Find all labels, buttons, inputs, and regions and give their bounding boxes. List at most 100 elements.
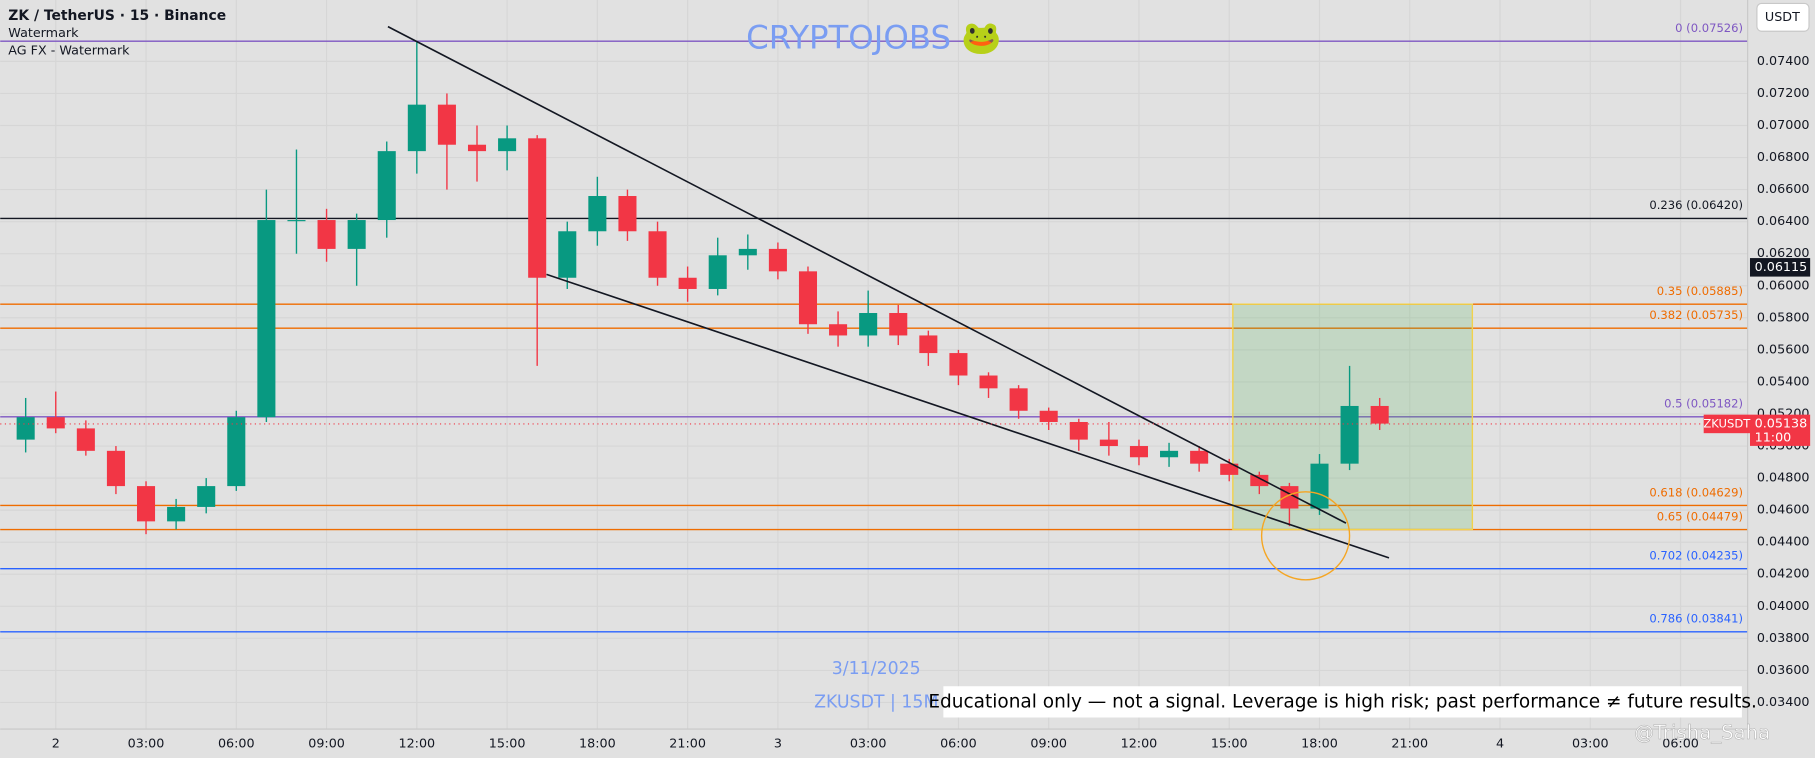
candle-body — [708, 255, 727, 289]
candle-body — [106, 450, 125, 487]
y-tick-label: 0.03800 — [1757, 630, 1810, 645]
candle-body — [618, 196, 637, 232]
candle-body — [167, 506, 186, 522]
y-tick-label: 0.05600 — [1757, 341, 1810, 356]
candle-body — [347, 220, 366, 249]
y-tick-label: 0.06600 — [1757, 181, 1810, 196]
x-tick-label: 15:00 — [489, 736, 526, 751]
x-tick-label: 06:00 — [218, 736, 255, 751]
x-tick-label: 03:00 — [850, 736, 887, 751]
currency-button[interactable] — [1756, 2, 1810, 32]
candle-body — [1069, 421, 1088, 440]
symbol-badge-label: ZKUSDT — [1703, 416, 1751, 430]
candle-body — [136, 486, 156, 522]
y-tick-label: 0.04200 — [1757, 566, 1810, 581]
currency-button-label[interactable]: USDT — [1765, 9, 1800, 24]
symbol-badge — [1703, 414, 1750, 434]
candle-body — [588, 196, 607, 232]
candle-body — [467, 144, 487, 152]
candle-body — [76, 428, 95, 451]
y-tick-label: 0.07400 — [1757, 53, 1810, 68]
x-tick-label: 18:00 — [579, 736, 616, 751]
candle-body — [528, 138, 547, 278]
candle-body — [46, 417, 65, 429]
candle-body — [768, 248, 787, 272]
x-tick-label: 4 — [1496, 736, 1504, 751]
candle-body — [1250, 474, 1269, 487]
x-tick-label: 21:00 — [669, 736, 706, 751]
candle-body — [979, 375, 998, 389]
candle-body — [317, 220, 336, 249]
x-tick-label: 06:00 — [940, 736, 977, 751]
fib-label: 0.236 (0.06420) — [1649, 198, 1743, 212]
candle-body — [648, 231, 667, 278]
candle-body — [678, 277, 697, 289]
grid — [0, 0, 1748, 730]
y-tick-label: 0.04600 — [1757, 502, 1810, 517]
candle-body — [287, 220, 306, 222]
candle-body — [1160, 450, 1179, 458]
watermark: CRYPTOJOBS 🐸 — [746, 18, 1002, 56]
x-tick-label: 12:00 — [1121, 736, 1158, 751]
indicator: AG FX - Watermark — [8, 42, 130, 57]
price-axis: 0.03400 0.03600 0.03800 0.04000 0.04200 0.044… — [0, 53, 1811, 751]
y-tick-label: 0.05400 — [1757, 373, 1810, 388]
candle-body — [377, 151, 396, 221]
y-tick-label: 0.04000 — [1757, 598, 1810, 613]
y-tick-label: 0.04400 — [1757, 534, 1810, 549]
candle-body — [1220, 463, 1239, 475]
countdown: 11:00 — [1755, 429, 1792, 444]
price-marker — [1749, 258, 1811, 277]
candle-body — [1190, 450, 1209, 464]
x-tick-label: 18:00 — [1301, 736, 1338, 751]
candle-body — [829, 324, 848, 336]
y-tick-label: 0.06800 — [1757, 149, 1810, 164]
x-tick-label: 06:00 — [1662, 736, 1699, 751]
candles — [16, 42, 1389, 535]
candle-body — [889, 313, 908, 336]
trendline — [546, 273, 1390, 559]
x-tick-label: 2 — [52, 736, 60, 751]
y-tick-label: 0.07000 — [1757, 117, 1810, 132]
candle-body — [1039, 410, 1058, 422]
fib-label: 0.5 (0.05182) — [1664, 397, 1743, 411]
x-tick-label: 3 — [774, 736, 782, 751]
symbol-title: ZK / TetherUS · 15 · Binance — [8, 8, 226, 24]
y-tick-label: 0.06200 — [1757, 245, 1810, 260]
x-tick-label: 03:00 — [128, 736, 165, 751]
fib-label: 0.702 (0.04235) — [1649, 548, 1743, 562]
candle-body — [949, 353, 968, 376]
disclaimer: Educational only — not a signal. Leverag… — [928, 691, 1757, 712]
x-tick-label: 03:00 — [1572, 736, 1609, 751]
fib-label: 0.65 (0.04479) — [1657, 509, 1743, 523]
x-tick-label: 15:00 — [1211, 736, 1248, 751]
y-tick-label: 0.06400 — [1757, 213, 1810, 228]
candle-body — [1310, 463, 1329, 509]
fib-label: 0.35 (0.05885) — [1657, 284, 1743, 298]
x-tick-label: 09:00 — [308, 736, 345, 751]
candle-body — [257, 220, 276, 418]
candle-body — [738, 248, 757, 256]
candle-body — [1129, 446, 1148, 458]
x-tick-label: 09:00 — [1030, 736, 1067, 751]
candle-body — [558, 231, 577, 278]
y-tick-label: 0.03400 — [1757, 694, 1810, 709]
candle-body — [437, 104, 456, 145]
y-tick-label: 0.07200 — [1757, 85, 1810, 100]
price-marker-label: 0.06115 — [1755, 259, 1808, 274]
candle-body — [227, 417, 246, 487]
y-tick-label: 0.03600 — [1757, 662, 1810, 677]
symbol-label: ZKUSDT | 15M — [814, 692, 938, 712]
fib-label: 0.618 (0.04629) — [1649, 485, 1743, 499]
candle-body — [798, 271, 818, 325]
candle-body — [919, 335, 938, 354]
candle-body — [1340, 405, 1359, 464]
fib-label: 0.382 (0.05735) — [1649, 308, 1743, 322]
x-tick-label: 12:00 — [398, 736, 435, 751]
x-tick-label: 21:00 — [1391, 736, 1428, 751]
candle-body — [16, 417, 35, 440]
candle-body — [1370, 405, 1389, 424]
credit: @Trisha_Saha — [1634, 721, 1770, 744]
indicator: Watermark — [8, 25, 79, 40]
fib-label: 0.786 (0.03841) — [1649, 612, 1743, 626]
